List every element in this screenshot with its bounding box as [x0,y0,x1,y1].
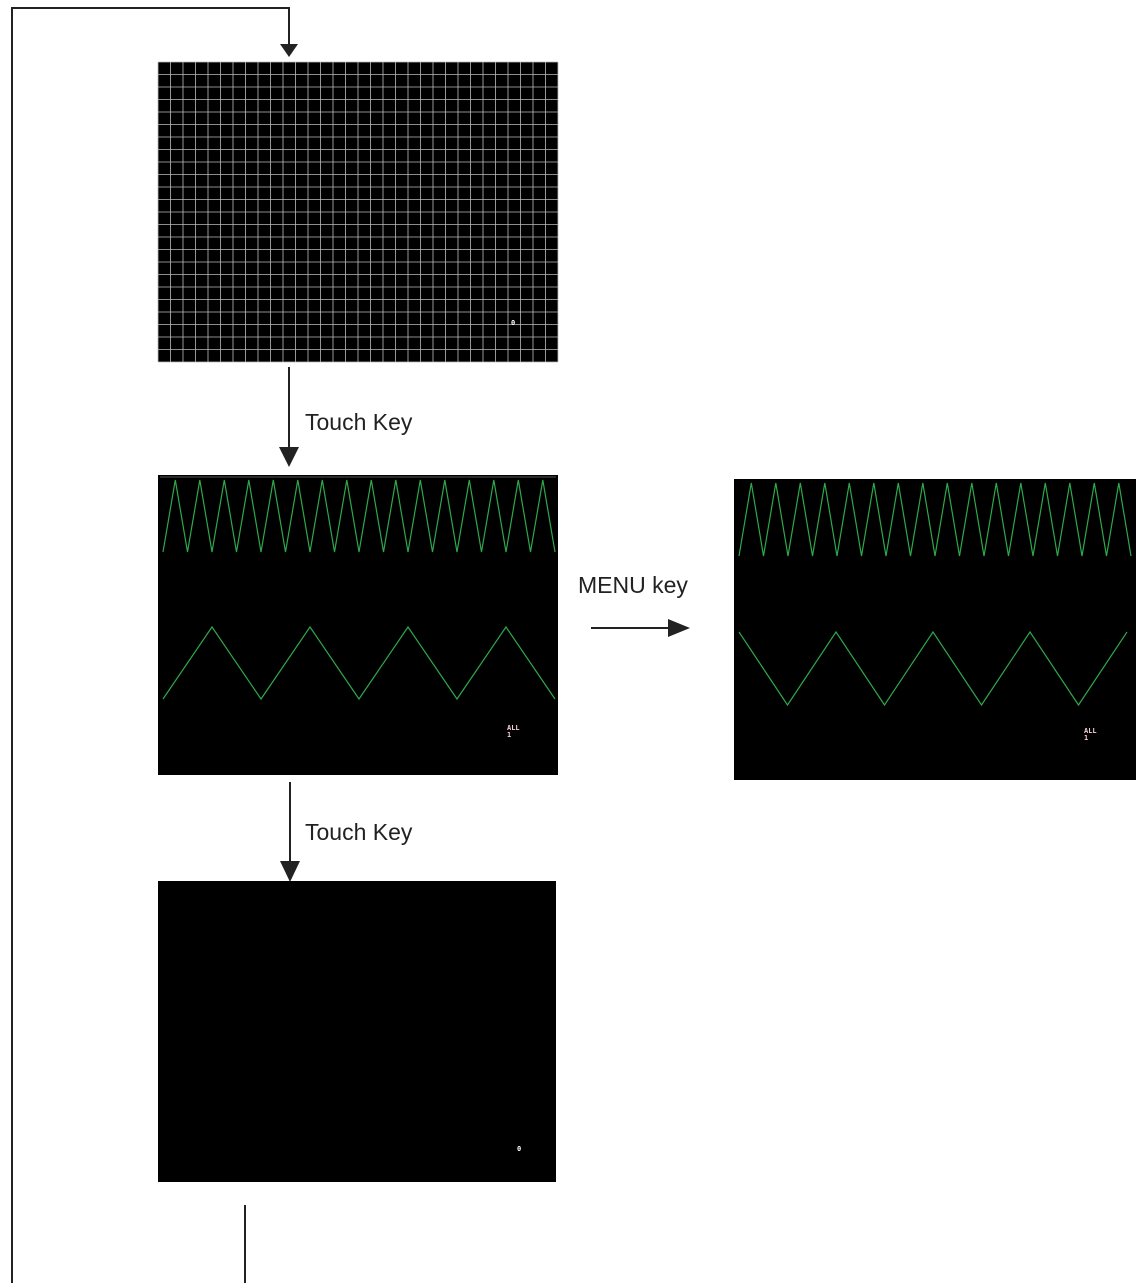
channel-number: 1 [1084,734,1088,742]
channel-number: 1 [507,731,511,739]
menu-key-arrow: MENU key [578,572,690,637]
arrowhead-right [668,619,690,637]
channel-indicator: ALL [507,724,520,732]
menu-key-label: MENU key [578,572,688,598]
arrowhead-down [280,861,300,882]
fast-triangle-wave [162,479,556,553]
screen-blank: 0 [158,881,556,1182]
touch-key-label: Touch Key [305,819,413,845]
arrowhead-down [279,447,299,467]
touch-key-arrow-1: Touch Key [279,367,413,467]
screen-waveform-menu: ALL 1 [734,479,1136,780]
slow-triangle-wave [738,630,1128,707]
touch-key-arrow-2: Touch Key [280,782,413,882]
channel-indicator: ALL [1084,727,1097,735]
screen-indicator: 0 [511,319,515,327]
loop-back-connector [11,7,298,1283]
screen-indicator: 0 [517,1145,521,1153]
grid-pattern [157,61,559,363]
fast-triangle-wave [738,482,1132,557]
slow-triangle-wave [162,625,556,701]
screen-grid-test: 0 [157,61,559,363]
screen-waveform: ALL 1 [158,475,558,775]
touch-key-label: Touch Key [305,409,413,435]
arrowhead-down [280,44,298,57]
